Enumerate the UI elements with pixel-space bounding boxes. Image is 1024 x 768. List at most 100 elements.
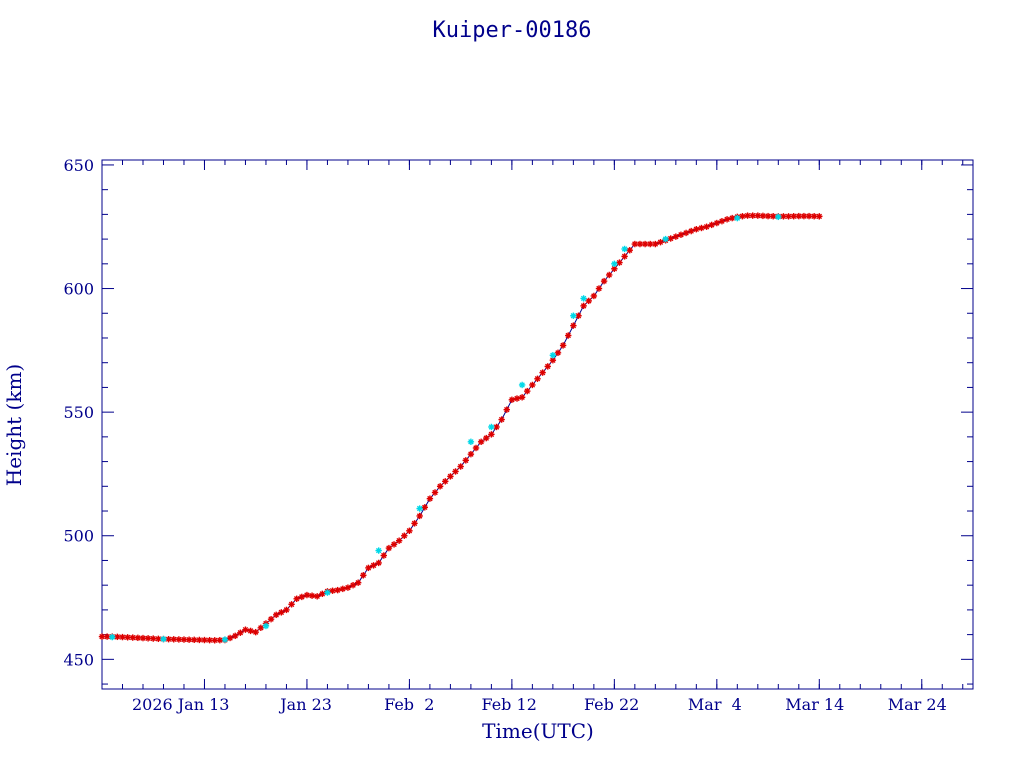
- data-point: [498, 416, 505, 423]
- data-point: [452, 468, 459, 475]
- data-point-secondary: [262, 622, 270, 630]
- data-point: [273, 611, 280, 619]
- data-point-secondary: [221, 636, 229, 643]
- data-point: [206, 636, 213, 644]
- data-point: [518, 394, 526, 401]
- data-point: [170, 636, 177, 643]
- x-tick-label: Feb 2: [384, 695, 434, 714]
- data-point: [493, 423, 500, 431]
- x-tick-label: 2026 Jan 13: [132, 695, 230, 714]
- data-point-secondary: [611, 260, 618, 268]
- data-point: [590, 292, 598, 300]
- data-point: [636, 240, 644, 248]
- data-point: [237, 629, 244, 636]
- data-point: [252, 628, 259, 636]
- data-point: [503, 406, 510, 413]
- y-tick-label: 500: [63, 527, 94, 546]
- series-line: [102, 215, 820, 641]
- data-point: [411, 520, 418, 527]
- data-point: [682, 229, 690, 237]
- data-point: [201, 636, 208, 644]
- x-tick-label: Feb 12: [481, 695, 536, 714]
- data-point: [380, 552, 387, 559]
- data-point: [580, 302, 587, 310]
- data-point: [421, 504, 428, 511]
- chart-title: Kuiper-00186: [433, 18, 592, 43]
- data-point: [477, 438, 485, 446]
- data-point-secondary: [621, 245, 628, 253]
- data-point: [616, 259, 623, 266]
- data-point-secondary: [375, 547, 382, 554]
- data-point: [134, 634, 142, 642]
- data-point: [339, 585, 347, 593]
- data-point-secondary: [109, 633, 116, 641]
- data-point: [416, 512, 423, 520]
- data-point: [739, 213, 746, 220]
- data-point: [442, 478, 449, 485]
- plot-frame: [101, 159, 974, 690]
- data-point: [795, 212, 802, 220]
- data-point: [144, 635, 152, 642]
- x-tick-label: Mar 24: [888, 695, 947, 714]
- data-point-secondary: [467, 438, 475, 446]
- y-tick-label: 450: [63, 650, 94, 669]
- data-point: [554, 349, 562, 357]
- data-point: [718, 217, 726, 225]
- data-point-secondary: [488, 423, 495, 431]
- data-point: [529, 381, 536, 389]
- data-point: [513, 395, 521, 402]
- data-point: [257, 624, 265, 632]
- data-point-secondary: [324, 589, 331, 596]
- data-point: [232, 632, 239, 640]
- data-point: [375, 559, 382, 567]
- x-tick-label: Mar 14: [785, 695, 844, 714]
- data-point: [242, 626, 249, 633]
- data-point: [575, 312, 582, 319]
- data-point: [483, 434, 490, 442]
- data-point: [606, 271, 613, 279]
- data-point: [349, 581, 357, 589]
- data-point: [723, 216, 731, 223]
- data-point: [226, 634, 234, 642]
- data-point: [585, 297, 592, 305]
- data-point: [457, 463, 464, 470]
- data-point: [283, 606, 290, 614]
- data-point: [790, 213, 797, 220]
- x-tick-label: Jan 23: [278, 695, 332, 714]
- data-point: [436, 483, 444, 490]
- data-point: [406, 527, 413, 534]
- data-point: [298, 593, 306, 601]
- data-point: [426, 495, 434, 502]
- data-point: [534, 375, 541, 382]
- data-point: [524, 387, 531, 395]
- data-point: [810, 213, 818, 220]
- x-tick-label: Feb 22: [584, 695, 639, 714]
- data-point: [293, 595, 300, 602]
- data-point: [703, 223, 710, 230]
- data-point: [688, 227, 695, 235]
- data-point: [565, 332, 572, 339]
- data-point: [713, 219, 721, 227]
- data-point: [539, 369, 546, 376]
- data-point-secondary: [775, 213, 782, 221]
- data-point: [344, 584, 352, 591]
- data-point: [570, 322, 577, 329]
- data-point: [354, 579, 362, 586]
- data-point: [508, 396, 516, 403]
- data-point: [385, 544, 393, 552]
- data-point: [395, 537, 403, 544]
- data-point: [401, 532, 408, 539]
- data-point: [390, 541, 398, 548]
- data-point: [600, 277, 608, 285]
- data-point: [431, 489, 439, 496]
- data-point-secondary: [549, 352, 557, 359]
- data-point: [288, 601, 295, 608]
- data-point: [196, 636, 203, 644]
- data-point: [595, 285, 603, 292]
- data-point: [626, 247, 633, 254]
- data-point: [488, 431, 495, 438]
- data-point: [621, 253, 628, 260]
- data-point-secondary: [518, 381, 526, 389]
- data-point: [472, 444, 480, 452]
